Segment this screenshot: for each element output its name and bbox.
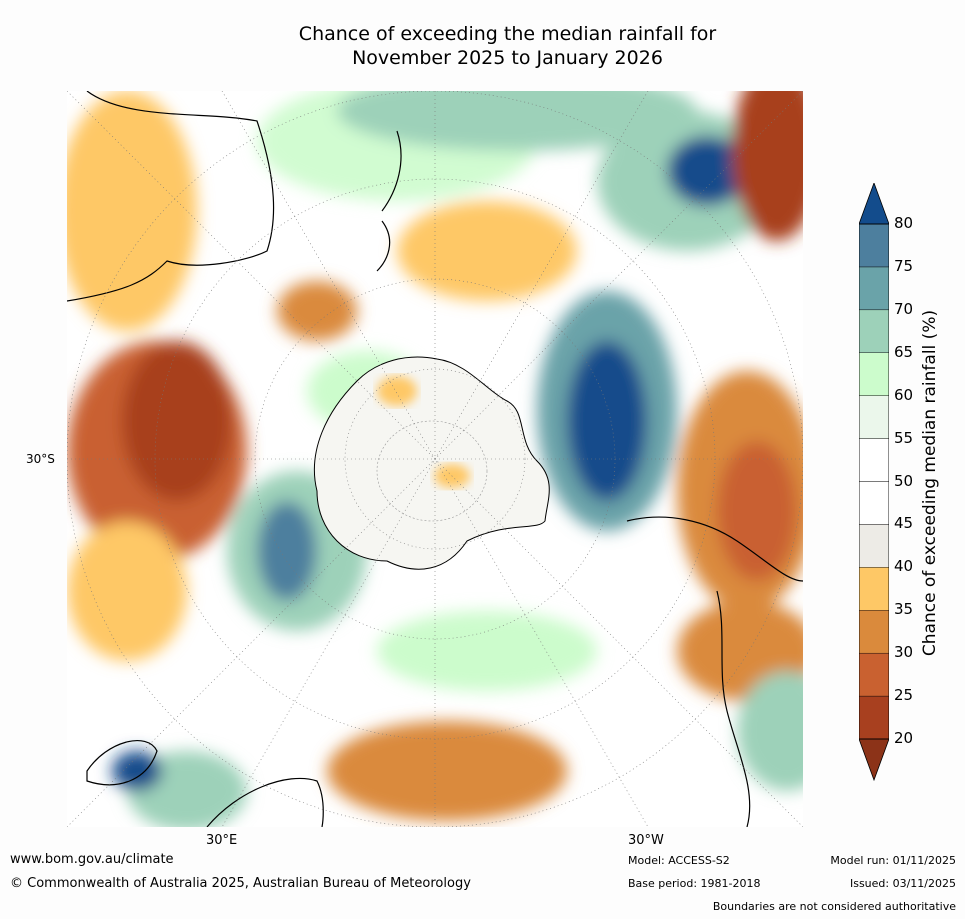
footer-url: www.bom.gov.au/climate: [10, 852, 174, 867]
south-indian-ocean-dry-core: [122, 341, 232, 501]
region-dry-west-coast: [67, 91, 197, 331]
region-wet-north-edge: [337, 91, 697, 151]
coast-south-america-tip: [626, 516, 803, 582]
colorbar-segments: [859, 223, 889, 740]
tasman-sea-mixed: [397, 201, 577, 301]
polar-rainfall-map: [67, 91, 803, 827]
graticule-circle-1: [344, 368, 526, 550]
colorbar-segment: [859, 695, 889, 740]
colorbar-tick-label: 65: [894, 342, 914, 361]
coast-south-america-east: [716, 590, 751, 827]
colorbar-tick-label: 20: [894, 729, 914, 747]
south-atlantic-dry-core: [717, 441, 797, 581]
colorbar-tick-label: 35: [894, 600, 914, 619]
region-dry-west-lower: [67, 521, 187, 661]
antarctica-dry-patch-2: [377, 376, 417, 406]
colorbar-segment: [859, 309, 889, 353]
footer-issued: Issued: 03/11/2025: [849, 877, 956, 890]
footer-model-run: Model run: 01/11/2025: [830, 854, 956, 867]
colorbar-under-triangle: [859, 738, 889, 781]
colorbar-segment: [859, 567, 889, 611]
region-dry-south: [327, 721, 567, 821]
colorbar-segment: [859, 652, 889, 697]
region-wet-southeast: [737, 671, 803, 791]
colorbar-tick-label: 80: [894, 214, 914, 232]
map-title: Chance of exceeding the median rainfall …: [0, 22, 965, 70]
colorbar-segment: [859, 481, 889, 525]
colorbar-tick-label: 30: [894, 643, 914, 662]
southern-ocean-wet-core: [257, 501, 317, 601]
footer-model: Model: ACCESS-S2: [628, 854, 730, 867]
pole-circle: [376, 420, 488, 522]
lon-label-30w: 30°W: [628, 833, 664, 848]
coast-madagascar: [86, 740, 158, 786]
coastlines: [67, 91, 803, 827]
lat-label-30s: 30°S: [26, 452, 55, 466]
antarctica-outline: [313, 356, 550, 570]
colorbar-tick-label: 70: [894, 299, 914, 318]
south-pacific-wet-core: [567, 341, 647, 501]
colorbar-segment: [859, 395, 889, 439]
region-dry-patch-west: [277, 281, 357, 341]
colorbar-tick-label: 60: [894, 385, 914, 404]
map-canvas: [67, 91, 803, 827]
region-very-wet-northeast: [667, 136, 747, 206]
colorbar-segment: [859, 223, 889, 268]
coast-new-zealand: [376, 130, 402, 272]
colorbar-frame: [859, 223, 889, 740]
antarctica-mixed: [313, 356, 550, 570]
colorbar-segment: [859, 352, 889, 396]
coast-australia: [67, 91, 275, 302]
region-wet-south-band: [377, 611, 597, 691]
graticule: [67, 91, 803, 827]
footer-disclaimer: Boundaries are not considered authoritat…: [712, 900, 956, 913]
colorbar-tick-label: 45: [894, 514, 914, 533]
colorbar: [859, 183, 889, 781]
colorbar-segment: [859, 610, 889, 654]
region-very-wet-southwest: [112, 751, 162, 791]
colorbar-title: Chance of exceeding median rainfall (%): [920, 309, 940, 657]
footer-base-period: Base period: 1981-2018: [628, 877, 761, 890]
footer-copyright: © Commonwealth of Australia 2025, Austra…: [10, 876, 471, 891]
coast-africa-south: [206, 777, 324, 827]
colorbar-tick-label: 50: [894, 471, 914, 490]
meridian-4: [67, 91, 803, 827]
meridian-5: [221, 91, 649, 827]
colorbar-segment: [859, 524, 889, 568]
colorbar-tick-label: 55: [894, 428, 914, 447]
colorbar-segment: [859, 266, 889, 311]
title-line-2: November 2025 to January 2026: [352, 47, 663, 69]
title-line-1: Chance of exceeding the median rainfall …: [298, 23, 717, 45]
colorbar-segment: [859, 438, 889, 482]
region-dry-northeast-corner: [732, 91, 803, 241]
colorbar-over-triangle: [859, 183, 889, 225]
colorbar-tick-label: 40: [894, 557, 914, 576]
colorbar-tick-label: 75: [894, 256, 914, 275]
colorbar-tick-label: 25: [894, 686, 914, 705]
lon-label-30e: 30°E: [206, 833, 238, 848]
meridian-6: [221, 91, 649, 827]
